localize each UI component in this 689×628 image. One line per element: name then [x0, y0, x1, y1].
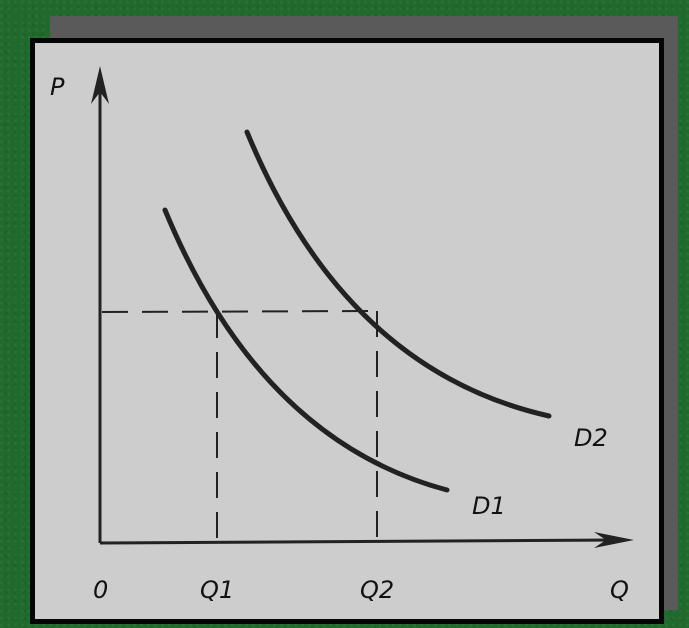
chart-frame: [30, 38, 664, 624]
x-tick-label-q1: Q1: [200, 576, 234, 604]
price-dashed-line: [101, 310, 379, 313]
series-d1-curve: [162, 207, 450, 493]
origin-label: 0: [93, 576, 108, 604]
series-d2-label: D2: [574, 424, 608, 452]
y-axis-arrow: [91, 66, 109, 104]
series-d1-label: D1: [472, 492, 506, 520]
x-tick-label-q2: Q2: [360, 576, 394, 604]
x-axis-arrow: [594, 532, 634, 548]
x-axis-label: Q: [610, 576, 629, 604]
series-d2-curve: [244, 129, 552, 419]
y-axis-label: P: [50, 73, 65, 101]
x-axis-line: [99, 538, 619, 545]
